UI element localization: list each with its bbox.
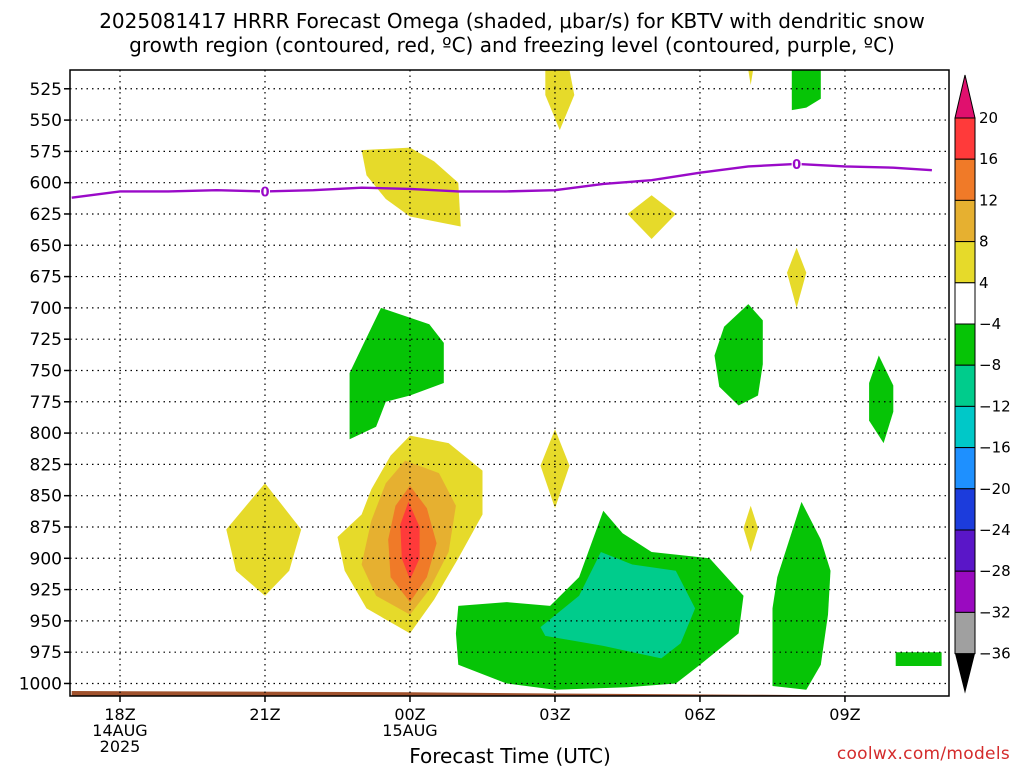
omega-shading xyxy=(226,70,942,690)
omega-region-11 xyxy=(400,501,420,580)
x-axis-label: Forecast Time (UTC) xyxy=(409,744,611,768)
colorbar-bottom-arrow xyxy=(955,653,975,694)
omega-region-13 xyxy=(714,304,763,406)
y-tick-label-575: 575 xyxy=(30,142,62,162)
y-tick-label-975: 975 xyxy=(30,643,62,663)
colorbar-band-5 xyxy=(954,323,976,366)
colorbar-label-7: −12 xyxy=(979,397,1011,415)
colorbar-label-8: −16 xyxy=(979,439,1011,457)
colorbar-band-12 xyxy=(954,611,976,655)
freezing-level-label-1: 0 xyxy=(792,158,801,173)
colorbar-band-3 xyxy=(954,241,976,284)
colorbar-band-6 xyxy=(954,364,976,407)
y-tick-label-600: 600 xyxy=(30,174,62,194)
terrain-fill xyxy=(71,691,932,696)
colorbar-label-0: 20 xyxy=(979,109,998,127)
y-tick-label-700: 700 xyxy=(30,299,62,319)
watermark: coolwx.com/models xyxy=(836,744,1010,764)
colorbar-band-1 xyxy=(954,158,976,201)
omega-region-18 xyxy=(772,501,831,690)
omega-region-17 xyxy=(540,552,696,659)
y-tick-label-900: 900 xyxy=(30,549,62,569)
omega-region-0 xyxy=(545,70,575,131)
colorbar-label-3: 8 xyxy=(979,233,989,251)
colorbar-label-5: −4 xyxy=(979,315,1001,333)
y-axis: 525 550 575 600 625 650 675 700 725 750 775 800 825 8… xyxy=(19,80,70,694)
plot-frame xyxy=(69,69,950,697)
y-tick-label-675: 675 xyxy=(30,268,62,288)
x-tick-label-15-0: 09Z xyxy=(829,705,860,724)
colorbar-label-4: 4 xyxy=(979,274,989,292)
x-tick-label-12-0: 06Z xyxy=(684,705,715,724)
colorbar-top-arrow xyxy=(954,74,976,119)
omega-region-14 xyxy=(869,355,894,444)
x-tick-label-0-2: 2025 xyxy=(100,737,141,756)
y-tick-label-750: 750 xyxy=(30,361,62,381)
y-tick-label-650: 650 xyxy=(30,236,62,256)
chart-title-line-2: growth region (contoured, red, ºC) and f… xyxy=(129,33,895,57)
freezing-level-line xyxy=(71,162,932,199)
y-tick-label-950: 950 xyxy=(30,612,62,632)
colorbar-label-9: −20 xyxy=(979,480,1011,498)
colorbar-label-11: −28 xyxy=(979,562,1011,580)
y-tick-label-775: 775 xyxy=(30,393,62,413)
colorbar-band-7 xyxy=(954,405,976,449)
colorbar-band-8 xyxy=(954,447,976,490)
colorbar-band-11 xyxy=(954,570,976,613)
x-tick-label-6-0: 00Z xyxy=(394,705,425,724)
chart-title-line-1: 2025081417 HRRR Forecast Omega (shaded, … xyxy=(99,9,925,33)
x-tick-label-6-1: 15AUG xyxy=(382,721,437,740)
y-tick-label-1000: 1000 xyxy=(19,674,62,694)
colorbar-label-13: −36 xyxy=(979,645,1011,663)
y-tick-label-800: 800 xyxy=(30,424,62,444)
x-tick-label-0-1: 14AUG xyxy=(92,721,147,740)
omega-region-4 xyxy=(787,247,807,308)
x-tick-label-9-0: 03Z xyxy=(539,705,570,724)
colorbar-band-9 xyxy=(954,488,976,531)
y-tick-label-825: 825 xyxy=(30,455,62,475)
y-tick-label-725: 725 xyxy=(30,330,62,350)
y-tick-label-925: 925 xyxy=(30,581,62,601)
freezing-label-bg-0 xyxy=(259,183,270,200)
x-tick-label-3-0: 21Z xyxy=(249,705,280,724)
omega-region-15 xyxy=(791,70,821,111)
colorbar-label-1: 16 xyxy=(979,150,998,168)
colorbar-band-0 xyxy=(954,117,976,160)
omega-region-7 xyxy=(226,483,302,596)
freezing-label-bg-1 xyxy=(791,155,802,172)
omega-region-2 xyxy=(361,147,461,227)
y-tick-label-850: 850 xyxy=(30,487,62,507)
y-tick-label-625: 625 xyxy=(30,205,62,225)
colorbar-label-10: −24 xyxy=(979,521,1011,539)
omega-region-19 xyxy=(895,652,942,666)
colorbar-band-10 xyxy=(954,529,976,572)
colorbar-label-6: −8 xyxy=(979,356,1001,374)
omega-region-3 xyxy=(627,195,676,239)
freezing-level-label-0: 0 xyxy=(260,185,269,200)
omega-region-12 xyxy=(349,307,444,440)
gridlines xyxy=(70,70,949,696)
x-tick-label-0-0: 18Z xyxy=(104,705,135,724)
freezing-level-contour: 00 xyxy=(71,155,932,200)
colorbar-band-4 xyxy=(954,282,976,325)
colorbar-band-2 xyxy=(954,199,976,243)
omega-region-1 xyxy=(748,70,754,85)
colorbar-label-12: −32 xyxy=(979,603,1011,621)
y-tick-label-525: 525 xyxy=(30,80,62,100)
y-tick-label-875: 875 xyxy=(30,518,62,538)
terrain xyxy=(71,691,932,696)
y-tick-label-550: 550 xyxy=(30,111,62,131)
colorbar-label-2: 12 xyxy=(979,191,998,209)
colorbar: 20 16 12 8 4 −4 −8 −12 −16 −20 −24 −28 −32 −36 xyxy=(954,74,1011,694)
omega-region-6 xyxy=(743,505,758,552)
omega-region-5 xyxy=(540,429,570,509)
